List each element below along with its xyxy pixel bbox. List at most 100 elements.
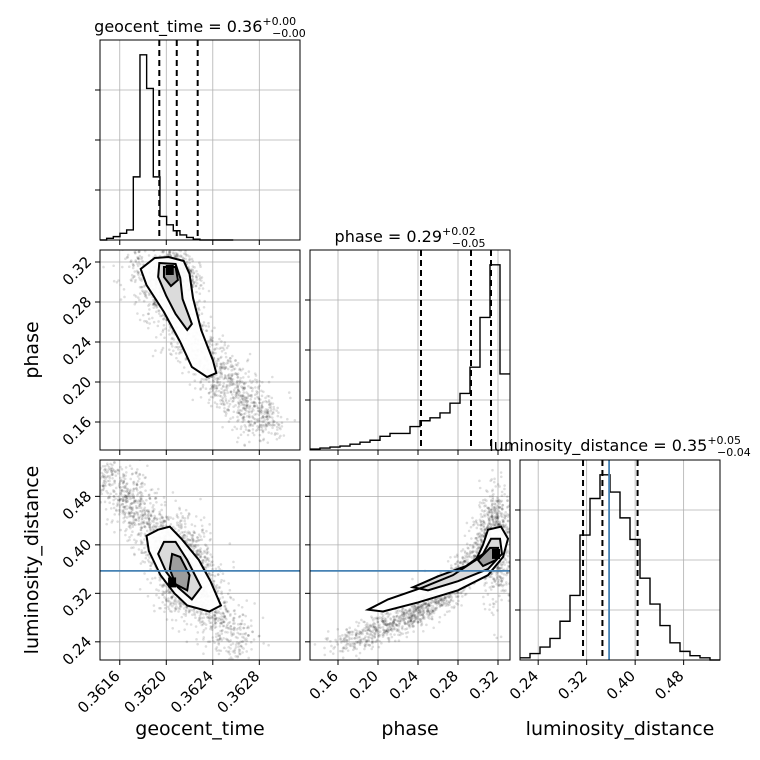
panel-time-dist-sample-point bbox=[109, 492, 112, 496]
panel-time-phase-sample-point bbox=[155, 305, 159, 308]
panel-time-phase-sample-point bbox=[200, 283, 203, 287]
panel-time-phase-sample-point bbox=[247, 375, 250, 379]
panel-time-phase-sample-point bbox=[239, 381, 242, 384]
panel-time-phase-sample-point bbox=[254, 374, 258, 377]
panel-time-dist-sample-point bbox=[185, 538, 189, 541]
panel-time-dist-sample-point bbox=[103, 464, 107, 468]
panel-time-phase-sample-point bbox=[137, 250, 141, 254]
panel-time-phase-sample-point bbox=[248, 414, 251, 417]
panel-time-phase-sample-point bbox=[134, 259, 137, 262]
panel-time-phase-sample-point bbox=[180, 242, 183, 245]
panel-time-dist-sample-point bbox=[142, 520, 146, 523]
panel-time-phase-sample-point bbox=[265, 400, 269, 404]
panel-time-phase-sample-point bbox=[253, 405, 256, 408]
panel-time-phase-sample-point bbox=[138, 285, 142, 289]
panel-time-dist-sample-point bbox=[214, 617, 218, 621]
panel-time-phase-sample-point bbox=[161, 330, 165, 333]
panel-time-phase-sample-point bbox=[231, 400, 234, 403]
panel-time-dist-sample-point bbox=[140, 498, 143, 501]
panel-time-dist-sample-point bbox=[135, 482, 138, 485]
panel-time-dist-sample-point bbox=[205, 558, 208, 561]
panel-time-dist-sample-point bbox=[217, 610, 220, 613]
panel-time-phase-sample-point bbox=[216, 342, 219, 346]
panel-time-phase-sample-point bbox=[184, 252, 188, 255]
panel-time-dist-sample-point bbox=[229, 625, 233, 628]
panel-time-phase-sample-point bbox=[240, 403, 244, 406]
panel-time-dist-sample-point bbox=[133, 553, 136, 557]
panel-time-phase-sample-point bbox=[220, 340, 223, 343]
panel-time-dist-sample-point bbox=[124, 486, 127, 490]
panel-phase-dist-sample-point bbox=[384, 619, 388, 623]
panel-time-phase-sample-point bbox=[243, 403, 246, 407]
panel-time-dist-sample-point bbox=[237, 650, 241, 654]
panel-time-dist-sample-point bbox=[205, 551, 209, 554]
panel-time-dist-sample-point bbox=[192, 539, 195, 542]
panel-time-dist-sample-point bbox=[161, 590, 165, 593]
panel-time-phase-sample-point bbox=[219, 346, 223, 350]
panel-time-phase-sample-point bbox=[180, 244, 183, 247]
panel-time-phase-sample-point bbox=[265, 422, 268, 426]
panel-time-phase-sample-point bbox=[161, 251, 165, 254]
panel-time-dist-sample-point bbox=[107, 465, 111, 469]
panel-time-phase-sample-point bbox=[269, 403, 272, 406]
panel-time-dist-sample-point bbox=[162, 583, 166, 587]
panel-time-phase-sample-point bbox=[211, 375, 215, 379]
panel-time-dist-sample-point bbox=[227, 582, 230, 585]
panel-time-phase-sample-point bbox=[143, 250, 147, 253]
panel-time-phase-sample-point bbox=[213, 394, 217, 398]
panel-time-dist-sample-point bbox=[127, 511, 131, 515]
panel-time-dist-sample-point bbox=[179, 604, 182, 607]
panel-time-dist-sample-point bbox=[195, 638, 198, 641]
panel-time-dist-sample-point bbox=[129, 506, 133, 509]
panel-time-dist-sample-point bbox=[226, 623, 229, 627]
panel-time-dist-sample-point bbox=[130, 473, 134, 476]
panel-time-dist-sample-point bbox=[140, 509, 143, 513]
panel-time-dist-sample-point bbox=[141, 515, 144, 519]
panel-time-dist-sample-point bbox=[105, 522, 108, 526]
panel-time-dist-sample-point bbox=[247, 634, 250, 637]
panel-time-dist-sample-point bbox=[95, 471, 98, 474]
panel-time-phase-sample-point bbox=[236, 409, 240, 412]
panel-time-dist-sample-point bbox=[219, 629, 222, 633]
panel-time-phase-sample-point bbox=[237, 411, 241, 414]
panel-time-dist-sample-point bbox=[213, 619, 216, 623]
panel-time-phase-sample-point bbox=[129, 278, 133, 282]
panel-time-dist-sample-point bbox=[134, 518, 138, 521]
panel-time-dist-sample-point bbox=[118, 499, 122, 502]
panel-time-phase-sample-point bbox=[255, 390, 258, 393]
panel-time-dist-sample-point bbox=[131, 530, 134, 534]
panel-time-dist-sample-point bbox=[129, 444, 132, 447]
panel-time-phase-sample-point bbox=[215, 362, 219, 365]
panel-phase-dist-sample-point bbox=[487, 506, 491, 510]
panel-time-phase-sample-point bbox=[220, 365, 223, 368]
panel-time-dist-sample-point bbox=[155, 588, 158, 591]
panel-time-dist-sample-point bbox=[196, 536, 199, 539]
panel-time-dist-sample-point bbox=[244, 614, 247, 618]
panel-time-phase-sample-point bbox=[238, 391, 242, 394]
panel-time-dist-sample-point bbox=[211, 639, 215, 643]
panel-time-phase-sample-point bbox=[183, 252, 186, 256]
panel-time-dist-sample-point bbox=[191, 544, 195, 548]
panel-time-phase-sample-point bbox=[193, 280, 197, 284]
panel-time-dist-sample-point bbox=[245, 626, 249, 630]
panel-time-dist-sample-point bbox=[120, 479, 123, 482]
panel-time-dist-sample-point bbox=[128, 497, 132, 501]
panel-time-dist-sample-point bbox=[206, 562, 210, 566]
panel-time-dist-sample-point bbox=[189, 533, 193, 537]
panel-time-dist-sample-point bbox=[132, 518, 136, 522]
panel-time-phase-sample-point bbox=[245, 398, 248, 401]
panel-time-dist-sample-point bbox=[108, 501, 111, 505]
panel-time-dist-sample-point bbox=[200, 623, 204, 627]
panel-time-dist-sample-point bbox=[123, 512, 126, 516]
panel-time-dist-sample-point bbox=[140, 551, 143, 554]
panel-time-phase-sample-point bbox=[153, 302, 156, 306]
panel-time-dist-sample-point bbox=[229, 656, 233, 659]
panel-time-phase-sample-point bbox=[236, 415, 239, 419]
panel-time-dist-sample-point bbox=[133, 523, 137, 527]
panel-time-dist-sample-point bbox=[110, 466, 114, 470]
panel-time-dist-sample-point bbox=[122, 457, 125, 460]
panel-time-phase-contour-line-0 bbox=[139, 255, 218, 379]
panel-time-phase-sample-point bbox=[236, 386, 239, 389]
panel-time-dist-sample-point bbox=[120, 467, 124, 471]
panel-time-phase-sample-point bbox=[229, 417, 232, 420]
